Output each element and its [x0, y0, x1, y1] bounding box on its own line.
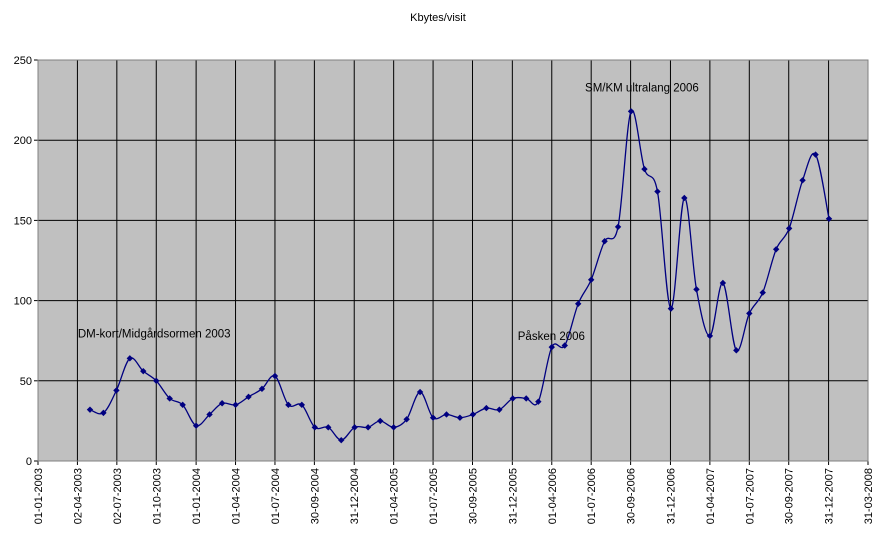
data-points — [86, 108, 833, 444]
y-axis-tick-labels: 0 50 100 150 200 250 — [14, 55, 32, 468]
x-tick-label: 30-09-2004 — [309, 468, 321, 524]
data-point — [627, 108, 635, 115]
x-tick-label: 01-01-2003 — [33, 468, 45, 524]
data-point — [351, 424, 358, 431]
data-point — [298, 401, 306, 409]
x-tick-label: 01-01-2004 — [191, 468, 203, 524]
x-tick-label: 31-12-2004 — [349, 468, 361, 524]
data-point — [561, 342, 568, 349]
data-point — [641, 165, 648, 173]
data-point — [377, 417, 384, 425]
data-point — [746, 310, 753, 317]
data-point — [825, 215, 833, 222]
data-point — [587, 276, 595, 283]
x-tick-label: 01-04-2004 — [231, 468, 243, 524]
data-point — [245, 393, 252, 401]
annotation-label: DM-kort/Midgårdsormen 2003 — [78, 328, 231, 340]
data-point — [601, 238, 608, 245]
y-tick-label: 0 — [26, 456, 32, 468]
data-point — [733, 347, 740, 354]
data-point — [509, 395, 516, 402]
data-point — [469, 411, 477, 418]
y-tick-label: 50 — [20, 376, 32, 388]
x-tick-label: 01-04-2007 — [705, 468, 717, 524]
annotation-label: Påsken 2006 — [518, 331, 585, 343]
data-point — [535, 398, 542, 405]
x-tick-label: 30-09-2007 — [784, 468, 796, 524]
data-point — [100, 409, 107, 417]
data-point — [179, 401, 186, 409]
y-tick-label: 150 — [14, 215, 32, 227]
data-point — [719, 279, 727, 287]
x-tick-label: 30-09-2006 — [626, 468, 638, 524]
data-point — [232, 401, 239, 409]
data-point — [364, 424, 372, 431]
x-axis-tick-labels: 01-01-2003 02-04-2003 02-07-2003 01-10-2003… — [33, 468, 874, 524]
data-point — [812, 151, 819, 158]
x-tick-label: 31-12-2006 — [665, 468, 677, 524]
x-tick-label: 02-07-2003 — [112, 468, 124, 524]
data-point — [166, 395, 173, 402]
data-point — [258, 385, 266, 393]
data-point — [86, 406, 94, 413]
x-tick-label: 01-07-2007 — [744, 468, 756, 524]
x-tick-label: 01-04-2005 — [389, 468, 401, 524]
x-tick-label: 01-07-2004 — [270, 468, 282, 524]
data-point — [548, 343, 555, 351]
data-point — [206, 411, 213, 418]
y-tick-label: 100 — [14, 296, 32, 308]
chart-title: Kbytes/visit — [410, 12, 466, 24]
data-point — [416, 388, 424, 396]
data-point — [338, 436, 345, 444]
x-tick-label: 31-03-2008 — [863, 468, 874, 524]
data-point — [271, 372, 279, 380]
data-point — [311, 424, 319, 431]
data-point — [772, 246, 780, 253]
data-point — [140, 367, 147, 375]
x-tick-label: 31-12-2005 — [507, 468, 519, 524]
data-point — [126, 355, 134, 362]
data-point — [799, 177, 806, 184]
data-point — [390, 424, 397, 431]
data-point — [574, 300, 582, 308]
data-point — [325, 424, 332, 431]
data-point — [614, 223, 622, 231]
data-point — [706, 332, 714, 340]
x-tick-label: 01-10-2003 — [151, 468, 163, 524]
data-point — [667, 305, 675, 312]
data-point — [153, 377, 160, 384]
data-point — [681, 194, 688, 202]
data-point — [218, 400, 226, 407]
data-point — [785, 225, 793, 232]
data-point — [113, 387, 120, 394]
x-tick-label: 01-04-2006 — [547, 468, 559, 524]
data-point — [693, 286, 700, 293]
data-point — [496, 406, 503, 413]
plot-border — [37, 59, 869, 462]
annotations: DM-kort/Midgårdsormen 2003 Påsken 2006 SM/… — [78, 82, 699, 343]
x-tick-label: 31-12-2007 — [824, 468, 836, 524]
y-tick-label: 250 — [14, 55, 32, 67]
data-point — [429, 414, 437, 421]
data-point — [654, 188, 661, 195]
data-point — [523, 395, 530, 402]
data-point — [285, 401, 292, 409]
data-point — [456, 414, 464, 421]
data-point — [403, 416, 410, 423]
x-tick-label: 01-07-2005 — [428, 468, 440, 524]
x-tick-label: 30-09-2005 — [467, 468, 479, 524]
data-point — [443, 411, 450, 418]
x-tick-label: 01-07-2006 — [586, 468, 598, 524]
data-point — [759, 289, 766, 296]
y-tick-label: 200 — [14, 135, 32, 147]
x-tick-label: 02-04-2003 — [72, 468, 84, 524]
annotation-label: SM/KM ultralang 2006 — [585, 82, 699, 94]
data-point — [483, 404, 490, 412]
data-point — [192, 422, 200, 429]
plot-area — [38, 60, 868, 461]
